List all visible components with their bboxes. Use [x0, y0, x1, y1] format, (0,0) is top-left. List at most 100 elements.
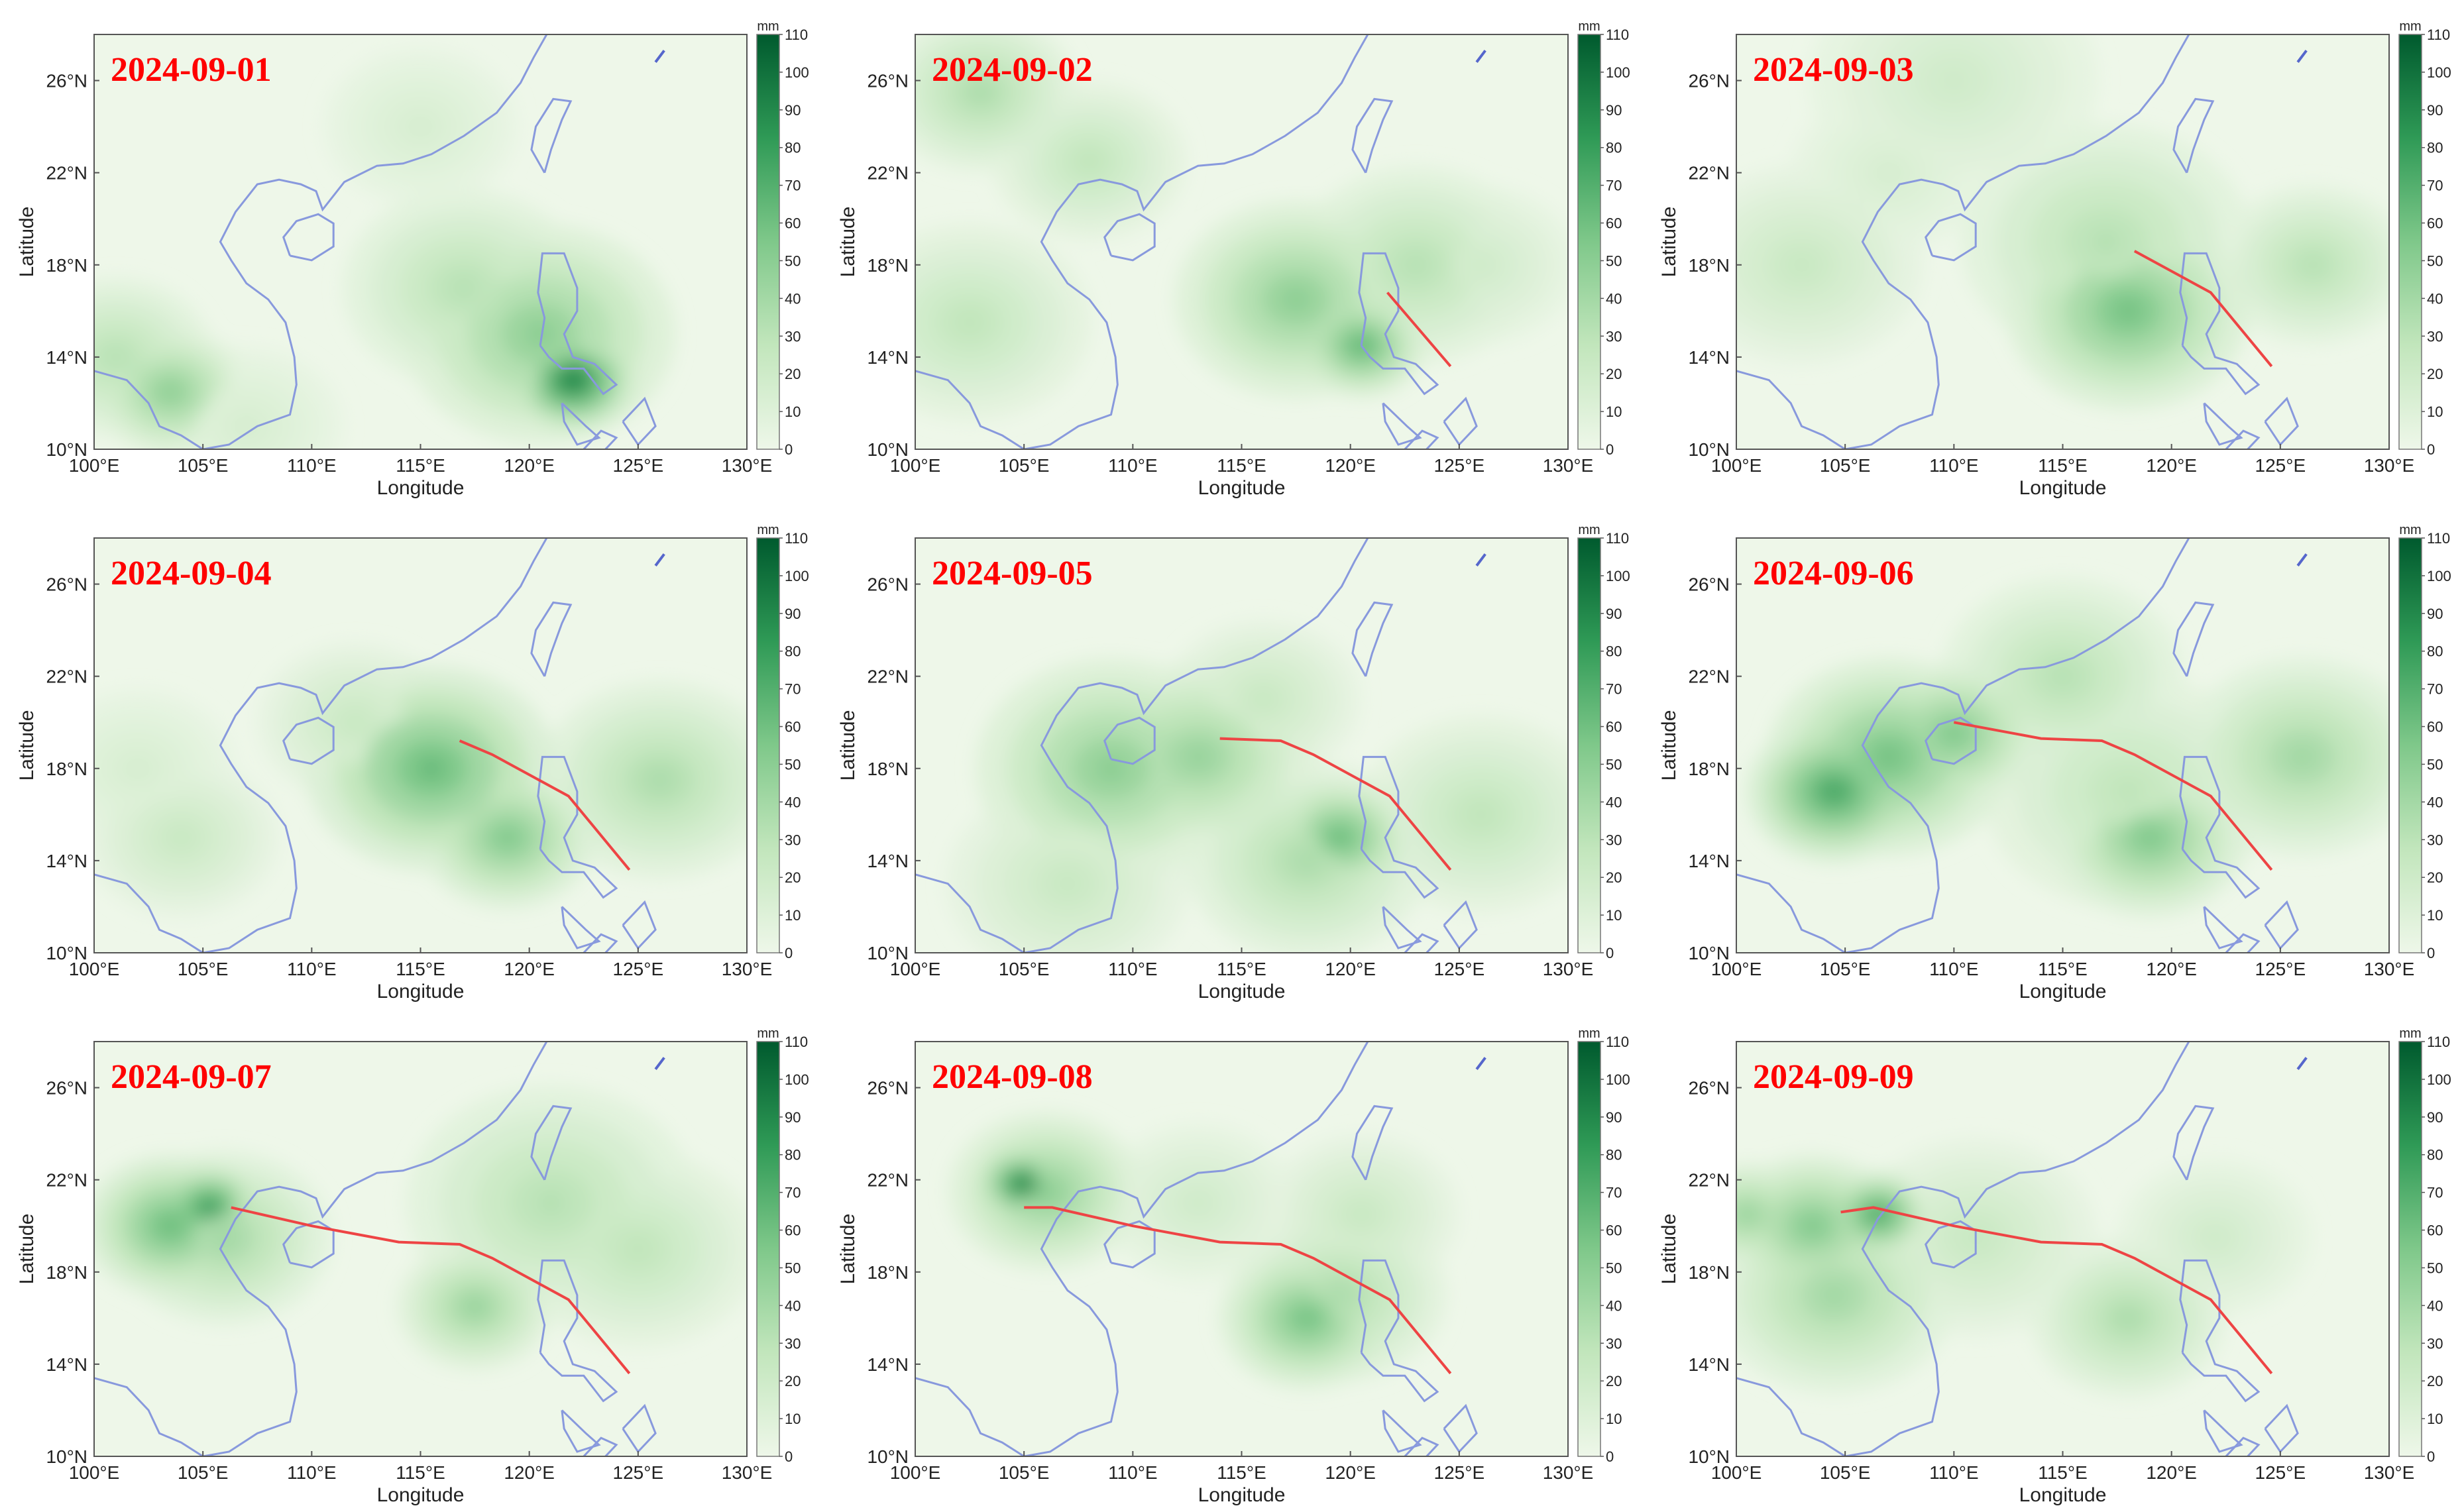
- x-axis-label: Longitude: [1198, 981, 1286, 1002]
- coastline-segment: [1736, 1042, 2190, 1456]
- colorbar-tick-label: 50: [2427, 756, 2443, 773]
- coastline-segment: [1351, 97, 1394, 174]
- map-svg: 2024-09-01 100°E 105°E 110°E 115°E 120°E 125°E…: [16, 19, 809, 499]
- x-tick-label: 100°E: [69, 959, 120, 979]
- colorbar-unit: mm: [757, 1026, 779, 1041]
- colorbar: [1577, 1041, 1601, 1457]
- colorbar-tick-label: 20: [1606, 869, 1622, 886]
- coastline: [915, 34, 1486, 449]
- map-panel-2024-09-01: 2024-09-01 100°E 105°E 110°E 115°E 120°E 125°E…: [0, 0, 821, 504]
- colorbar-tick-label: 30: [2427, 1335, 2443, 1352]
- x-tick-label: 130°E: [1543, 455, 1594, 476]
- coastline-segment: [1382, 1409, 1422, 1453]
- x-tick-label: 105°E: [1820, 959, 1871, 979]
- coastline-segment: [282, 716, 335, 765]
- colorbar-tick-label: 40: [785, 794, 801, 810]
- coastline-segment: [1103, 213, 1156, 262]
- island-mark: [654, 1057, 665, 1070]
- rain-contour: [2290, 747, 2314, 767]
- rain-contour: [1352, 1207, 1371, 1222]
- rain-contour: [1333, 832, 1347, 843]
- colorbar-tick-label: 0: [785, 945, 793, 961]
- colorbar-tick-label: 80: [785, 643, 801, 660]
- colorbar-tick-label: 10: [785, 907, 801, 924]
- x-tick-label: 105°E: [1820, 455, 1871, 476]
- x-tick-label: 110°E: [287, 959, 337, 979]
- y-tick-label: 14°N: [46, 851, 87, 871]
- x-tick-label: 130°E: [2364, 455, 2415, 476]
- rain-contour: [567, 375, 579, 385]
- rain-contour: [1822, 1285, 1846, 1305]
- colorbar-tick-label: 60: [2427, 1222, 2443, 1239]
- colorbar-tick-label: 80: [2427, 643, 2443, 660]
- colorbar-tick-label: 10: [2427, 907, 2443, 924]
- rain-contour: [1804, 1219, 1821, 1233]
- x-tick-label: 110°E: [287, 1462, 337, 1483]
- y-tick-label: 26°N: [867, 71, 909, 91]
- y-tick-label: 22°N: [867, 667, 909, 687]
- colorbar-tick-label: 50: [785, 1260, 801, 1276]
- date-label: 2024-09-09: [1753, 1058, 1914, 1096]
- y-axis-label: Latitude: [837, 1214, 859, 1285]
- colorbar-unit: mm: [757, 19, 779, 34]
- colorbar-tick-label: 0: [785, 441, 793, 458]
- rain-contour: [626, 1240, 649, 1258]
- rain-contour: [107, 349, 125, 365]
- x-tick-label: 100°E: [890, 455, 941, 476]
- coastline-segment: [530, 1105, 573, 1181]
- x-tick-label: 110°E: [1108, 959, 1158, 979]
- colorbar-tick-label: 20: [785, 869, 801, 886]
- date-label: 2024-09-03: [1753, 51, 1914, 89]
- colorbar-tick-label: 40: [1606, 1297, 1622, 1314]
- x-tick-label: 130°E: [722, 455, 773, 476]
- colorbar-tick-label: 90: [1606, 606, 1622, 622]
- x-tick-label: 125°E: [1434, 959, 1485, 979]
- x-tick-label: 115°E: [1217, 959, 1266, 979]
- coastline-segment: [622, 900, 657, 950]
- y-tick-label: 22°N: [46, 667, 87, 687]
- colorbar-tick-label: 30: [1606, 1335, 1622, 1352]
- colorbar-tick-label: 50: [1606, 756, 1622, 773]
- rain-contour: [1189, 1195, 1207, 1211]
- colorbar-tick-label: 90: [1606, 102, 1622, 119]
- island-mark: [1475, 1057, 1486, 1070]
- x-tick-label: 115°E: [2038, 455, 2088, 476]
- colorbar-tick-label: 100: [2427, 1071, 2451, 1088]
- coastline-segment: [1351, 1105, 1394, 1181]
- rain-contour: [2304, 257, 2322, 272]
- coastline-segment: [2264, 1403, 2299, 1454]
- rain-contour: [420, 759, 443, 779]
- colorbar-tick-label: 90: [785, 606, 801, 622]
- x-tick-label: 115°E: [1217, 455, 1266, 476]
- coastline-segment: [1382, 402, 1422, 446]
- coastline-segment: [537, 755, 618, 899]
- x-tick-label: 100°E: [890, 959, 941, 979]
- rain-contour: [1187, 748, 1209, 766]
- coastline-segment: [1736, 538, 2190, 953]
- rain-contour: [1298, 1311, 1316, 1325]
- rain-contour: [1741, 1209, 1754, 1220]
- coastline-segment: [1443, 396, 1478, 447]
- rain-contour: [2206, 1230, 2224, 1245]
- colorbar-tick-label: 70: [785, 681, 801, 698]
- x-tick-label: 125°E: [613, 455, 664, 476]
- colorbar-tick-label: 80: [1606, 140, 1622, 156]
- y-tick-label: 18°N: [46, 759, 87, 779]
- colorbar-tick-label: 40: [1606, 794, 1622, 810]
- y-tick-label: 26°N: [1688, 574, 1730, 595]
- colorbar: [756, 537, 780, 953]
- coastline-segment: [2225, 1436, 2261, 1456]
- colorbar-tick-label: 50: [785, 252, 801, 269]
- rain-contour: [172, 830, 190, 845]
- colorbar-tick-label: 0: [1606, 1448, 1614, 1465]
- coastline-segment: [282, 213, 335, 262]
- rain-contour: [1877, 747, 1900, 767]
- coastline-segment: [2203, 906, 2243, 949]
- precipitation-field: [94, 643, 747, 916]
- coastline: [94, 34, 665, 449]
- date-label: 2024-09-01: [111, 51, 272, 89]
- colorbar-tick-label: 30: [785, 832, 801, 848]
- colorbar-tick-label: 40: [785, 290, 801, 307]
- x-tick-label: 110°E: [1929, 959, 1979, 979]
- coastline: [1736, 538, 2308, 953]
